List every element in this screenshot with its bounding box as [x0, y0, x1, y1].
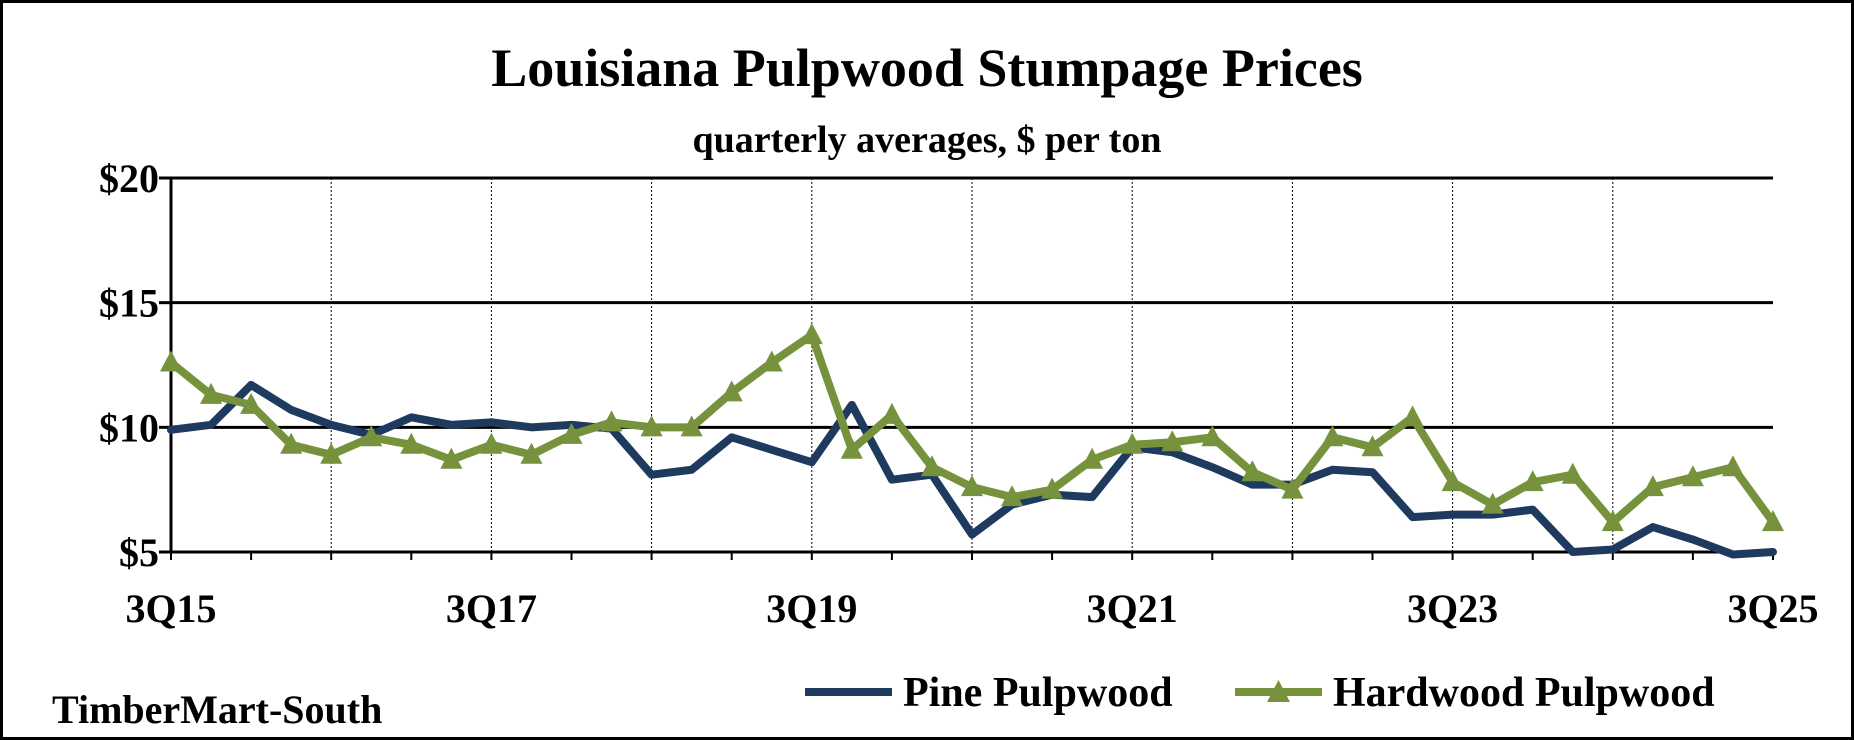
hardwood-point-marker: [1521, 470, 1544, 492]
hardwood-point-marker: [1081, 447, 1104, 469]
hardwood-point-marker: [720, 380, 743, 402]
hardwood-point-marker: [1481, 492, 1504, 514]
hardwood-point-marker: [1641, 475, 1664, 497]
pine-pulpwood-line: [167, 380, 1777, 559]
legend-label-pine: Pine Pulpwood: [903, 670, 1173, 716]
hardwood-point-marker: [640, 415, 663, 437]
hardwood-point-marker: [1401, 405, 1424, 427]
y-tick-label: $15: [99, 281, 159, 326]
x-tick-label: 3Q23: [1407, 586, 1498, 631]
hardwood-point-marker: [1561, 462, 1584, 484]
hardwood-point-marker: [1001, 485, 1024, 507]
y-tick-label: $10: [99, 405, 159, 450]
y-tick-label: $20: [99, 156, 159, 201]
hardwood-point-marker: [1762, 510, 1784, 532]
hardwood-point-marker: [600, 410, 623, 432]
x-axis-ticks: 3Q15 3Q17 3Q19 3Q21 3Q23 3Q25: [125, 552, 1819, 631]
source-label: TimberMart-South: [52, 687, 382, 732]
hardwood-point-marker: [1201, 425, 1224, 447]
hardwood-point-marker: [1041, 477, 1064, 499]
hardwood-point-marker: [360, 425, 383, 447]
hardwood-point-marker: [1321, 425, 1344, 447]
hardwood-point-marker: [1361, 435, 1384, 457]
hardwood-point-marker: [1161, 430, 1184, 452]
hardwood-point-marker: [480, 432, 503, 454]
hardwood-point-marker: [1601, 510, 1624, 532]
x-tick-label: 3Q19: [766, 586, 857, 631]
hardwood-point-marker: [961, 475, 983, 497]
hardwood-point-marker: [1121, 432, 1144, 454]
legend: Pine Pulpwood Hardwood Pulpwood: [805, 670, 1715, 716]
hardwood-point-marker: [1281, 477, 1304, 499]
hardwood-point-marker: [400, 432, 423, 454]
y-axis-ticks: $20 $15 $10 $5: [99, 156, 171, 575]
y-tick-label: $5: [119, 530, 159, 575]
hardwood-point-marker: [680, 415, 703, 437]
hardwood-point-marker: [280, 432, 303, 454]
hardwood-point-marker: [1441, 470, 1464, 492]
hardwood-point-marker: [800, 323, 823, 345]
hardwood-point-marker: [320, 442, 343, 464]
hardwood-point-marker: [160, 350, 182, 372]
legend-label-hardwood: Hardwood Pulpwood: [1333, 670, 1715, 716]
x-tick-label: 3Q21: [1087, 586, 1178, 631]
hardwood-point-marker: [520, 442, 543, 464]
legend-marker-hardwood: [1267, 680, 1290, 702]
hardwood-point-marker: [1681, 465, 1704, 487]
x-tick-label: 3Q15: [125, 586, 216, 631]
hardwood-point-marker: [1241, 460, 1264, 482]
hardwood-point-marker: [440, 447, 463, 469]
hardwood-point-marker: [920, 455, 943, 477]
x-tick-label: 3Q17: [446, 586, 537, 631]
hardwood-point-marker: [760, 350, 783, 372]
x-tick-label: 3Q25: [1727, 586, 1818, 631]
hardwood-point-marker: [240, 392, 263, 414]
hardwood-point-marker: [560, 422, 583, 444]
chart-title: Louisiana Pulpwood Stumpage Prices: [491, 38, 1363, 98]
chart-subtitle: quarterly averages, $ per ton: [693, 119, 1162, 161]
hardwood-point-marker: [1721, 455, 1744, 477]
hardwood-point-marker: [200, 382, 223, 404]
series-group: [160, 323, 1784, 559]
hardwood-point-marker: [880, 402, 903, 424]
hardwood-point-marker: [840, 437, 863, 459]
